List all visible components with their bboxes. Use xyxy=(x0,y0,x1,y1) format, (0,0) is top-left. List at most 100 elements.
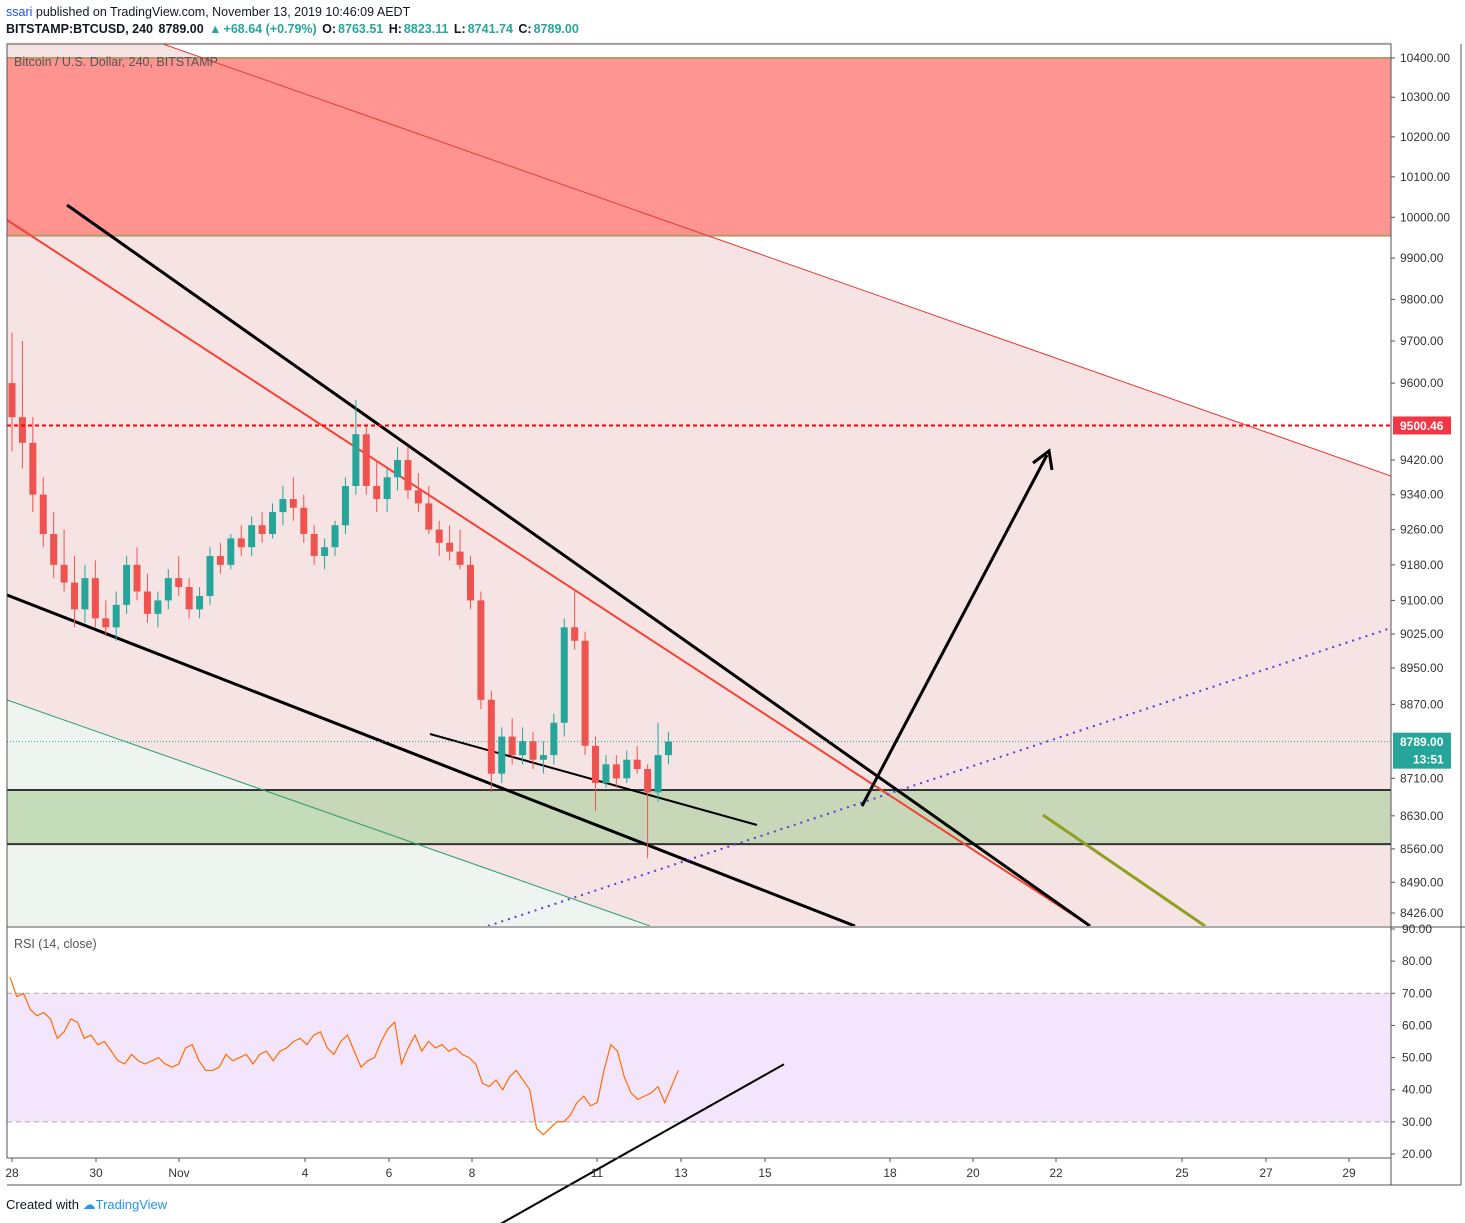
candle-body xyxy=(383,477,391,500)
tradingview-brand[interactable]: TradingView xyxy=(95,1197,168,1212)
candle-body xyxy=(414,490,422,504)
y-tick-label: 8490.00 xyxy=(1400,875,1444,889)
candle-body xyxy=(352,434,360,486)
main-pane-background xyxy=(7,42,1391,926)
x-tick-label: 30 xyxy=(89,1166,103,1180)
candle-body xyxy=(81,578,89,610)
x-tick-label: 6 xyxy=(386,1166,393,1180)
candle-body xyxy=(623,759,631,779)
candle-body xyxy=(321,547,329,557)
author-name[interactable]: ssari xyxy=(6,5,33,19)
target-arrow xyxy=(860,454,1049,807)
y-tick-label: 10200.00 xyxy=(1400,130,1450,144)
candle-body xyxy=(487,699,495,774)
low-label: L: xyxy=(453,22,466,36)
candle-body xyxy=(362,434,370,486)
x-tick-label: 8 xyxy=(469,1166,476,1180)
candle-body xyxy=(581,640,589,746)
y-tick-label: 10000.00 xyxy=(1400,210,1450,224)
candle-body xyxy=(373,485,381,500)
rsi-y-tick-label: 80.00 xyxy=(1402,954,1432,968)
candle-body xyxy=(539,755,547,760)
candle-body xyxy=(237,538,245,548)
y-tick-label: 10400.00 xyxy=(1400,51,1450,65)
candle-body xyxy=(466,564,474,601)
level-price-label: 9500.46 xyxy=(1400,419,1444,433)
red-trendline xyxy=(7,219,1091,926)
candle-body xyxy=(560,627,568,723)
candle-body xyxy=(18,417,26,443)
candle-body xyxy=(112,604,120,628)
y-tick-label: 9600.00 xyxy=(1400,376,1444,390)
created-with-label: Created with xyxy=(6,1197,79,1212)
candle-body xyxy=(300,507,308,535)
x-tick-label: 22 xyxy=(1049,1166,1063,1180)
change-up-icon: ▲ xyxy=(209,22,222,36)
y-tick-label: 8710.00 xyxy=(1400,771,1444,785)
y-tick-label: 10300.00 xyxy=(1400,90,1450,104)
candle-body xyxy=(154,600,162,614)
candle-body xyxy=(50,534,58,565)
candle-body xyxy=(456,551,464,565)
x-tick-label: 29 xyxy=(1342,1166,1356,1180)
candle-body xyxy=(175,578,183,588)
last-price: 8789.00 xyxy=(158,22,204,36)
candle-body xyxy=(571,627,579,641)
candle-body xyxy=(331,525,339,548)
x-tick-label: 28 xyxy=(5,1166,19,1180)
candle-body xyxy=(612,764,620,779)
candle-body xyxy=(394,460,402,478)
change-value: +68.64 (+0.79%) xyxy=(223,22,317,36)
candle-body xyxy=(289,499,297,508)
y-tick-label: 9180.00 xyxy=(1400,558,1444,572)
x-tick-label: 27 xyxy=(1259,1166,1273,1180)
candle-body xyxy=(529,741,537,760)
open-label: O: xyxy=(322,22,337,36)
rsi-y-tick-label: 50.00 xyxy=(1402,1051,1432,1065)
chart-title: Bitcoin / U.S. Dollar, 240, BITSTAMP xyxy=(14,55,218,69)
x-tick-label: 4 xyxy=(302,1166,309,1180)
y-tick-label: 8950.00 xyxy=(1400,661,1444,675)
candle-body xyxy=(216,556,224,565)
y-tick-label: 9260.00 xyxy=(1400,523,1444,537)
candle-body xyxy=(508,736,516,756)
level-price-badge xyxy=(1393,416,1451,435)
last-price-label: 8789.00 xyxy=(1400,735,1444,749)
close-value: 8789.00 xyxy=(533,22,579,36)
symbol-label: BITSTAMP:BTCUSD, 240 xyxy=(6,22,154,36)
candle-body xyxy=(404,460,412,491)
rsi-y-tick-label: 90.00 xyxy=(1402,922,1432,936)
close-label: C: xyxy=(518,22,532,36)
y-tick-label: 9800.00 xyxy=(1400,292,1444,306)
rsi-y-tick-label: 20.00 xyxy=(1402,1147,1432,1161)
countdown-label: 13:51 xyxy=(1413,753,1444,767)
y-tick-label: 8560.00 xyxy=(1400,842,1444,856)
candle-body xyxy=(519,741,527,756)
ohlc-header: BITSTAMP:BTCUSD, 240 8789.00 ▲ +68.64 (+0… xyxy=(6,22,581,36)
tradingview-cloud-icon: ☁ xyxy=(82,1197,96,1212)
candle-body xyxy=(227,538,235,565)
target-arrowhead xyxy=(1032,448,1054,471)
candles xyxy=(8,332,672,859)
candle-body xyxy=(592,745,600,784)
y-tick-label: 9025.00 xyxy=(1400,627,1444,641)
rsi-title: RSI (14, close) xyxy=(14,937,97,951)
candle-body xyxy=(185,587,193,610)
rsi-trendline xyxy=(500,1063,785,1223)
publish-text: published on TradingView.com, November 1… xyxy=(35,5,411,19)
y-tick-label: 8426.00 xyxy=(1400,906,1444,920)
candle-body xyxy=(498,736,506,774)
y-tick-label: 9100.00 xyxy=(1400,593,1444,607)
candle-body xyxy=(196,595,204,610)
rsi-y-tick-label: 40.00 xyxy=(1402,1083,1432,1097)
candle-body xyxy=(248,525,256,548)
candle-body xyxy=(602,764,610,784)
last-price-badge xyxy=(1393,732,1451,769)
candle-body xyxy=(102,618,110,628)
candle-body xyxy=(71,582,79,610)
candle-body xyxy=(206,556,214,596)
main-overlay xyxy=(7,424,1391,807)
rsi-y-tick-label: 30.00 xyxy=(1402,1115,1432,1129)
candle-body xyxy=(8,383,16,418)
